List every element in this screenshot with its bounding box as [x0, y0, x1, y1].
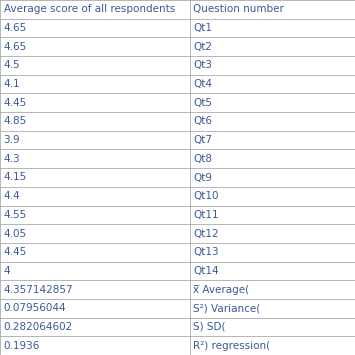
- Text: R²) regression(: R²) regression(: [193, 341, 271, 351]
- Text: Qt9: Qt9: [193, 173, 213, 182]
- Text: 4.3: 4.3: [4, 154, 20, 164]
- Text: Qt12: Qt12: [193, 229, 219, 239]
- Text: S²) Variance(: S²) Variance(: [193, 303, 261, 313]
- Text: Qt10: Qt10: [193, 191, 219, 201]
- Text: Qt3: Qt3: [193, 60, 213, 70]
- Text: Qt5: Qt5: [193, 98, 213, 108]
- Text: 0.1936: 0.1936: [4, 341, 40, 351]
- Text: 4.4: 4.4: [4, 191, 20, 201]
- Text: Qt4: Qt4: [193, 79, 213, 89]
- Text: 4.45: 4.45: [4, 98, 27, 108]
- Text: Qt6: Qt6: [193, 116, 213, 126]
- Text: Qt1: Qt1: [193, 23, 213, 33]
- Text: 4.15: 4.15: [4, 173, 27, 182]
- Text: S) SD(: S) SD(: [193, 322, 226, 332]
- Text: 4.65: 4.65: [4, 42, 27, 52]
- Text: Qt2: Qt2: [193, 42, 213, 52]
- Text: Average score of all respondents: Average score of all respondents: [4, 4, 175, 14]
- Text: 4.55: 4.55: [4, 210, 27, 220]
- Text: Qt7: Qt7: [193, 135, 213, 145]
- Text: Qt14: Qt14: [193, 266, 219, 276]
- Text: 4.65: 4.65: [4, 23, 27, 33]
- Text: 0.07956044: 0.07956044: [4, 303, 66, 313]
- Text: 4.1: 4.1: [4, 79, 20, 89]
- Text: x̅ Average(: x̅ Average(: [193, 285, 250, 295]
- Text: Qt13: Qt13: [193, 247, 219, 257]
- Text: 4.05: 4.05: [4, 229, 27, 239]
- Text: 4: 4: [4, 266, 10, 276]
- Text: 4.357142857: 4.357142857: [4, 285, 73, 295]
- Text: 4.5: 4.5: [4, 60, 20, 70]
- Text: 3.9: 3.9: [4, 135, 20, 145]
- Text: 4.85: 4.85: [4, 116, 27, 126]
- Text: Qt8: Qt8: [193, 154, 213, 164]
- Text: 4.45: 4.45: [4, 247, 27, 257]
- Text: 0.282064602: 0.282064602: [4, 322, 73, 332]
- Text: Qt11: Qt11: [193, 210, 219, 220]
- Text: Question number: Question number: [193, 4, 284, 14]
